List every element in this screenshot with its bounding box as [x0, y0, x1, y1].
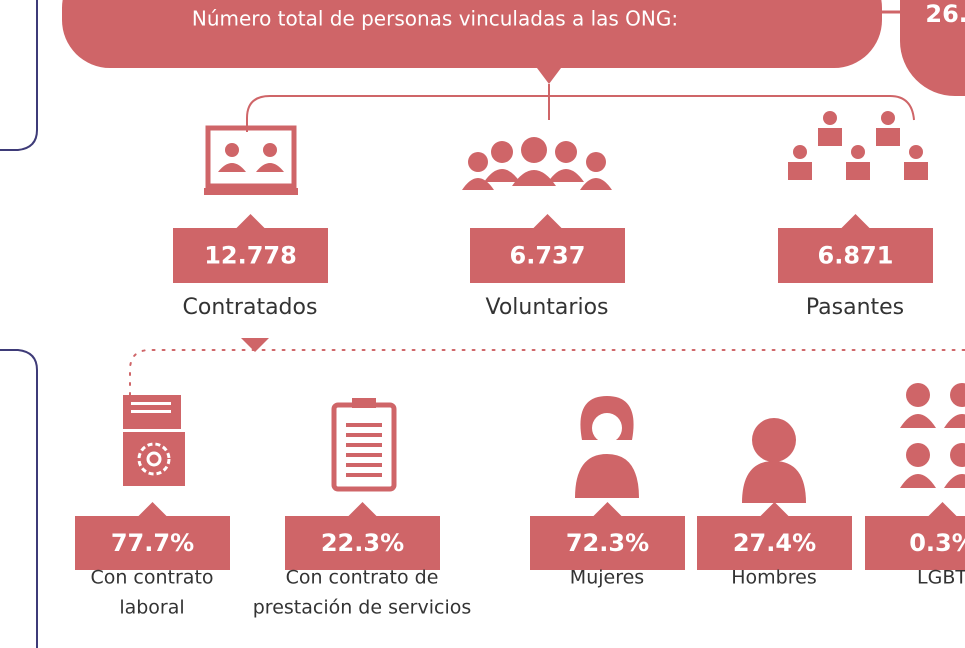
- card: [697, 516, 852, 570]
- total-value: 26.3: [925, 0, 965, 28]
- card-value: 27.4%: [733, 529, 816, 557]
- card-value: 77.7%: [111, 529, 194, 557]
- bracket: [246, 95, 915, 132]
- group-label: Contratados: [183, 295, 318, 320]
- icon-lgbt: [900, 383, 965, 488]
- group-label: Voluntarios: [486, 295, 609, 320]
- card-value: 12.778: [204, 242, 297, 270]
- card: [470, 228, 625, 283]
- total-badge: [900, 0, 965, 96]
- card-value: 0.3%: [909, 529, 965, 557]
- group-label: Pasantes: [806, 295, 904, 320]
- card: [865, 516, 965, 570]
- icon-mujeres: [575, 396, 639, 498]
- breakdown-label: Mujeres: [570, 567, 644, 589]
- icon-hombres: [742, 418, 806, 503]
- card: [285, 516, 440, 570]
- header-title: Número total de personas vinculadas a la…: [192, 7, 678, 31]
- card-value: 6.871: [818, 242, 894, 270]
- breakdown-label: LGBT: [917, 567, 965, 589]
- card: [173, 228, 328, 283]
- breakdown-label: Hombres: [731, 567, 816, 589]
- icon-pasantes: [788, 111, 928, 180]
- card: [530, 516, 685, 570]
- pointer: [241, 338, 269, 352]
- pointer: [537, 68, 561, 84]
- icon-contrato-laboral: [123, 395, 185, 486]
- icon-contratados: [204, 125, 298, 195]
- icon-voluntarios: [462, 137, 612, 190]
- header-pill: [62, 0, 882, 68]
- icon-prestacion: [331, 398, 397, 492]
- frame-line: [0, 349, 38, 648]
- card-value: 72.3%: [566, 529, 649, 557]
- card-value: 22.3%: [321, 529, 404, 557]
- card-tab: [348, 502, 377, 516]
- card-tab: [760, 502, 789, 516]
- breakdown-label: Con contrato de: [286, 567, 439, 589]
- card-value: 6.737: [510, 242, 586, 270]
- breakdown-cards: 77.7% Con contrato laboral 22.3% Con contrat…: [75, 502, 965, 619]
- card-tab: [138, 502, 167, 516]
- frame-line: [0, 0, 38, 151]
- card-tab: [593, 502, 622, 516]
- card: [778, 228, 933, 283]
- separator: [129, 349, 965, 396]
- card-tab: [236, 214, 265, 228]
- group-cards: 12.778 Contratados 6.737 Voluntarios 6.871 Pa…: [173, 214, 933, 320]
- breakdown-label: laboral: [119, 597, 184, 619]
- card: [75, 516, 230, 570]
- card-tab: [928, 502, 957, 516]
- breakdown-label: prestación de servicios: [253, 597, 472, 619]
- card-tab: [841, 214, 870, 228]
- card-tab: [533, 214, 562, 228]
- breakdown-label: Con contrato: [90, 567, 213, 589]
